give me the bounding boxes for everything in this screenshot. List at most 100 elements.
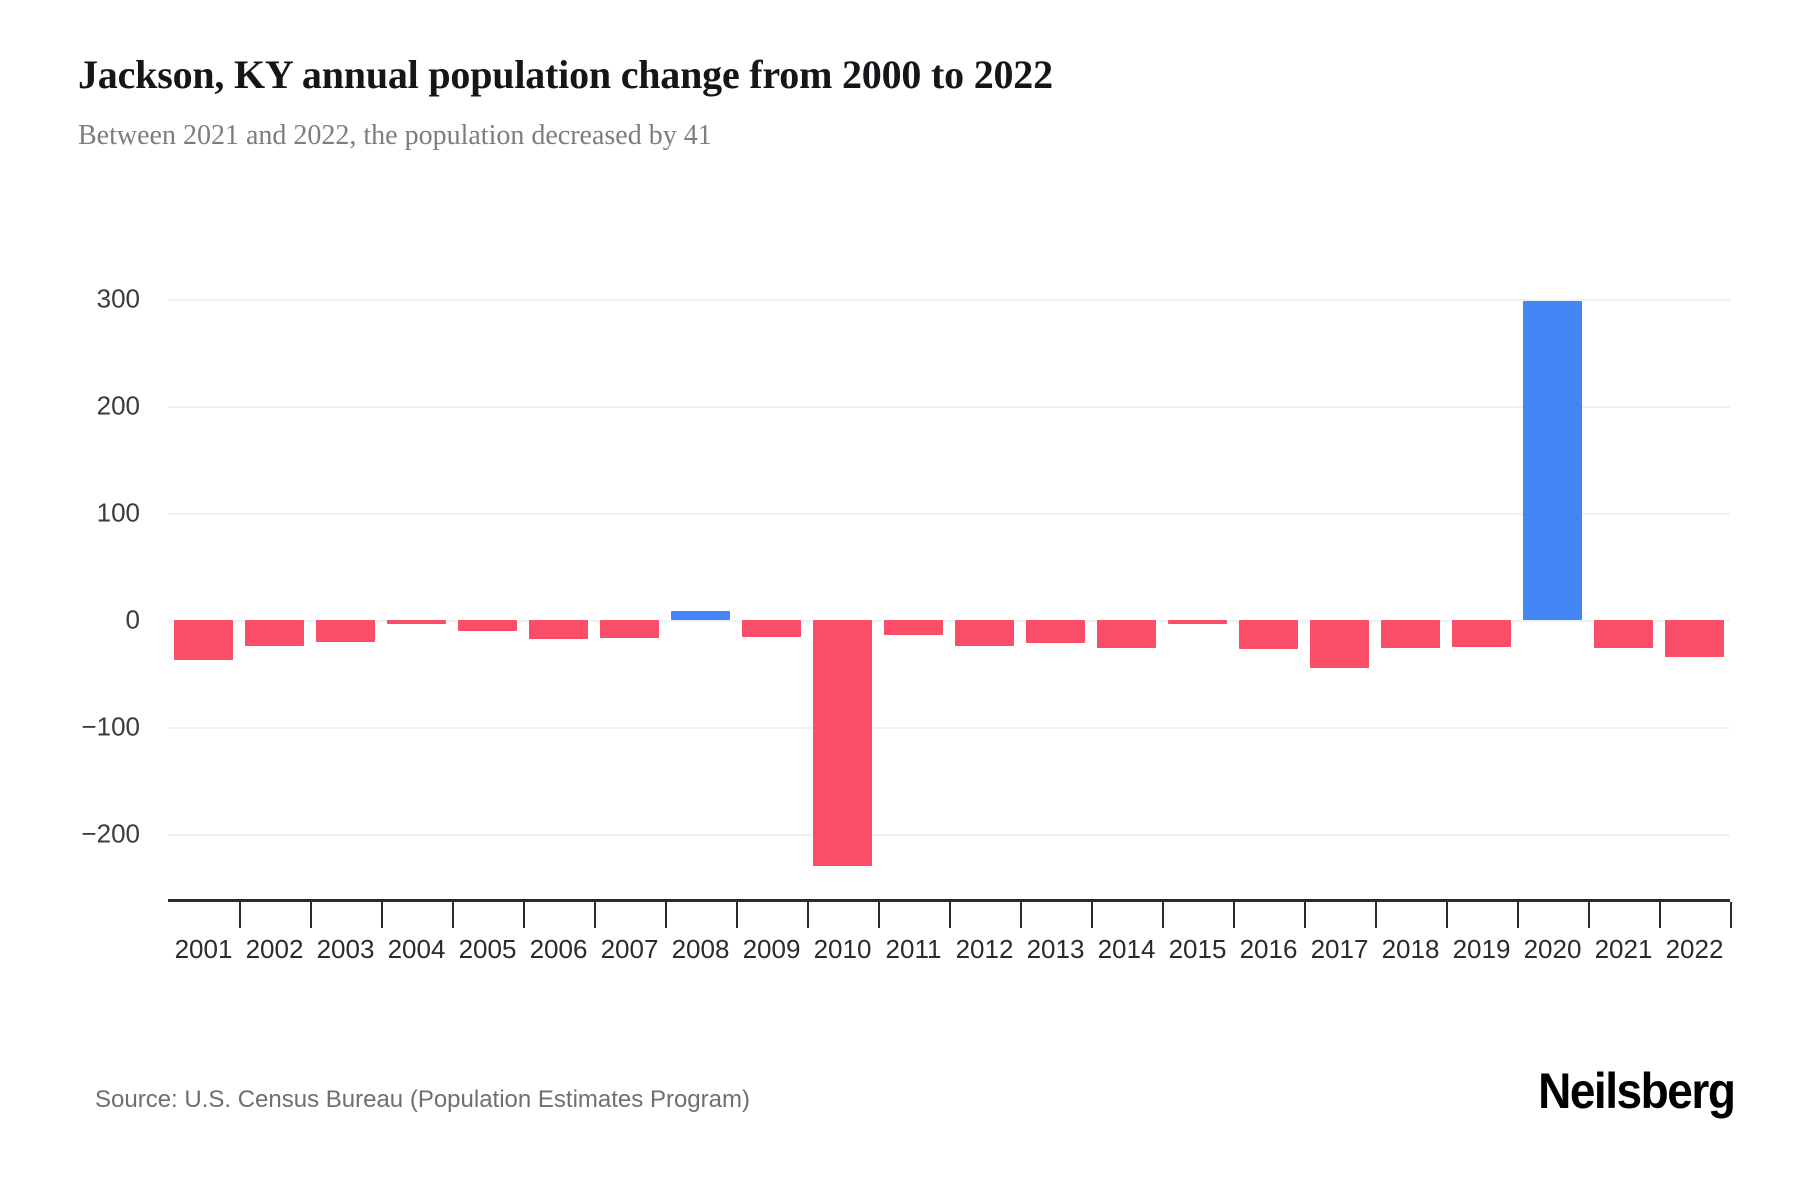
y-axis-label: 100 bbox=[96, 497, 140, 528]
y-axis-label: −200 bbox=[81, 818, 140, 849]
x-axis-label: 2014 bbox=[1097, 934, 1156, 964]
x-axis-tick bbox=[878, 902, 880, 928]
x-axis-label: 2008 bbox=[671, 934, 730, 964]
gridline bbox=[168, 405, 1730, 408]
bar-slot bbox=[1162, 287, 1233, 874]
bar[interactable] bbox=[315, 619, 376, 643]
bar-slot bbox=[594, 287, 665, 874]
bar-slot bbox=[949, 287, 1020, 874]
bar[interactable] bbox=[1309, 619, 1370, 669]
x-axis-tick bbox=[239, 902, 241, 928]
x-axis-label: 2016 bbox=[1239, 934, 1298, 964]
bar-slot bbox=[452, 287, 523, 874]
bar[interactable] bbox=[1664, 619, 1725, 658]
x-axis-tick bbox=[310, 902, 312, 928]
neilsberg-logo: Neilsberg bbox=[1537, 1063, 1736, 1119]
x-axis-line bbox=[168, 899, 1730, 902]
x-axis-tick bbox=[1162, 902, 1164, 928]
x-axis-label: 2002 bbox=[245, 934, 304, 964]
x-axis-tick bbox=[1375, 902, 1377, 928]
bar[interactable] bbox=[1238, 619, 1299, 649]
bar[interactable] bbox=[670, 611, 731, 620]
bar-slot bbox=[381, 287, 452, 874]
bar[interactable] bbox=[457, 619, 518, 631]
x-axis-tick bbox=[523, 902, 525, 928]
x-axis-label: 2001 bbox=[174, 934, 233, 964]
x-axis-tick bbox=[1233, 902, 1235, 928]
x-axis-label: 2018 bbox=[1381, 934, 1440, 964]
x-axis-tick bbox=[736, 902, 738, 928]
chart-subtitle: Between 2021 and 2022, the population de… bbox=[78, 120, 712, 151]
x-axis-label: 2012 bbox=[955, 934, 1014, 964]
bar-slot bbox=[1375, 287, 1446, 874]
x-axis-label: 2017 bbox=[1310, 934, 1369, 964]
bar[interactable] bbox=[1167, 619, 1228, 624]
gridline bbox=[168, 299, 1730, 301]
bar-slot bbox=[1659, 287, 1730, 874]
bar[interactable] bbox=[741, 619, 802, 638]
bar-slot bbox=[1517, 287, 1588, 874]
x-axis-tick bbox=[1659, 902, 1661, 928]
x-axis-label: 2007 bbox=[600, 934, 659, 964]
bar[interactable] bbox=[1522, 301, 1583, 620]
bar[interactable] bbox=[173, 619, 234, 660]
x-axis-tick bbox=[1304, 902, 1306, 928]
bar[interactable] bbox=[1593, 619, 1654, 648]
x-axis-label: 2022 bbox=[1665, 934, 1724, 964]
x-axis-label: 2005 bbox=[458, 934, 517, 964]
x-axis-label: 2013 bbox=[1026, 934, 1085, 964]
bar[interactable] bbox=[1025, 619, 1086, 644]
bar[interactable] bbox=[812, 619, 873, 866]
bar-slot bbox=[665, 287, 736, 874]
x-axis-tick bbox=[1446, 902, 1448, 928]
bar[interactable] bbox=[954, 619, 1015, 646]
x-axis-tick bbox=[1517, 902, 1519, 928]
x-axis-tick bbox=[807, 902, 809, 928]
x-axis-label: 2021 bbox=[1594, 934, 1653, 964]
bar-slot bbox=[239, 287, 310, 874]
bar-slot bbox=[1446, 287, 1517, 874]
bar-slot bbox=[1588, 287, 1659, 874]
y-axis-label: 300 bbox=[96, 283, 140, 314]
source-note: Source: U.S. Census Bureau (Population E… bbox=[95, 1086, 750, 1113]
x-axis-tick bbox=[452, 902, 454, 928]
x-axis-tick bbox=[381, 902, 383, 928]
bar-slot bbox=[168, 287, 239, 874]
bar-slot bbox=[736, 287, 807, 874]
x-axis-label: 2020 bbox=[1523, 934, 1582, 964]
y-axis-label: 0 bbox=[125, 604, 140, 635]
gridline bbox=[168, 512, 1730, 515]
plot-area bbox=[168, 287, 1730, 874]
bar-slot bbox=[523, 287, 594, 874]
bar[interactable] bbox=[599, 619, 660, 639]
bar[interactable] bbox=[244, 619, 305, 646]
y-axis-label: 200 bbox=[96, 390, 140, 421]
x-axis-tick bbox=[1020, 902, 1022, 928]
gridline bbox=[168, 833, 1730, 836]
bar[interactable] bbox=[1096, 619, 1157, 648]
x-axis-tick bbox=[1091, 902, 1093, 928]
bar[interactable] bbox=[528, 619, 589, 640]
x-axis-tick bbox=[665, 902, 667, 928]
bar[interactable] bbox=[1380, 619, 1441, 648]
bar-slot bbox=[1233, 287, 1304, 874]
y-axis-label: −100 bbox=[81, 711, 140, 742]
x-axis-label: 2011 bbox=[885, 934, 942, 964]
bar-slot bbox=[1091, 287, 1162, 874]
bars-group bbox=[168, 287, 1730, 874]
bar[interactable] bbox=[883, 619, 944, 635]
bar-slot bbox=[1304, 287, 1375, 874]
bar[interactable] bbox=[1451, 619, 1512, 647]
x-axis-tick bbox=[1588, 902, 1590, 928]
x-axis-tick bbox=[594, 902, 596, 928]
x-axis-label: 2019 bbox=[1452, 934, 1511, 964]
x-axis-label: 2004 bbox=[387, 934, 446, 964]
bar-slot bbox=[878, 287, 949, 874]
x-axis-tick bbox=[1730, 902, 1732, 928]
bar[interactable] bbox=[386, 619, 447, 624]
chart-title: Jackson, KY annual population change fro… bbox=[78, 52, 1053, 97]
x-axis-label: 2003 bbox=[316, 934, 375, 964]
x-axis-tick bbox=[949, 902, 951, 928]
x-axis-label: 2015 bbox=[1168, 934, 1227, 964]
